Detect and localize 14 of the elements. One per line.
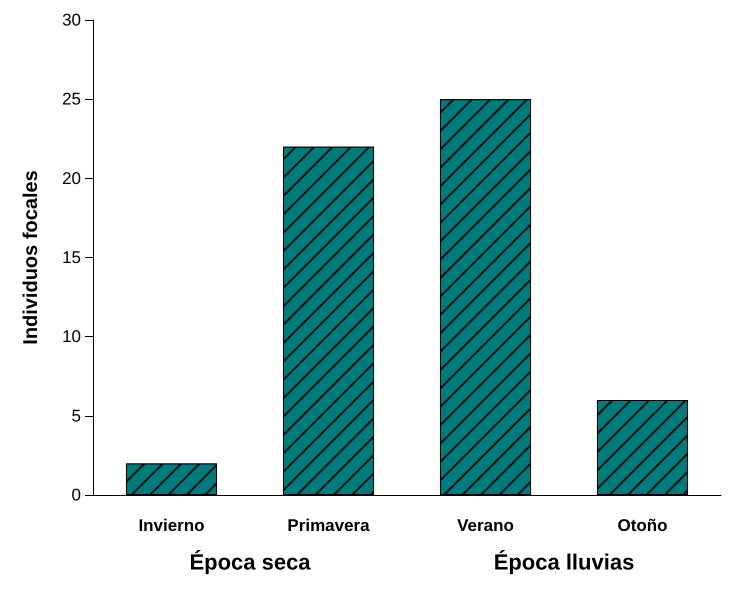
text: Época lluvias: [494, 550, 634, 574]
x-tick-label: Otoño: [617, 516, 668, 535]
y-tick-label: 25: [62, 90, 81, 109]
x-tick-label: Invierno: [138, 516, 205, 535]
y-tick-label: 10: [62, 327, 81, 346]
text: Época seca: [189, 550, 312, 574]
y-tick-label: 30: [62, 10, 81, 30]
y-axis-title: Individuos focales: [20, 170, 42, 345]
y-tick-label: 15: [62, 248, 81, 267]
y-tick-label: 5: [72, 406, 81, 426]
x-tick-label: Primavera: [287, 516, 370, 535]
y-tick-label: 0: [72, 486, 81, 504]
x-tick-label: Verano: [457, 516, 514, 535]
y-tick-label: 20: [62, 168, 81, 188]
